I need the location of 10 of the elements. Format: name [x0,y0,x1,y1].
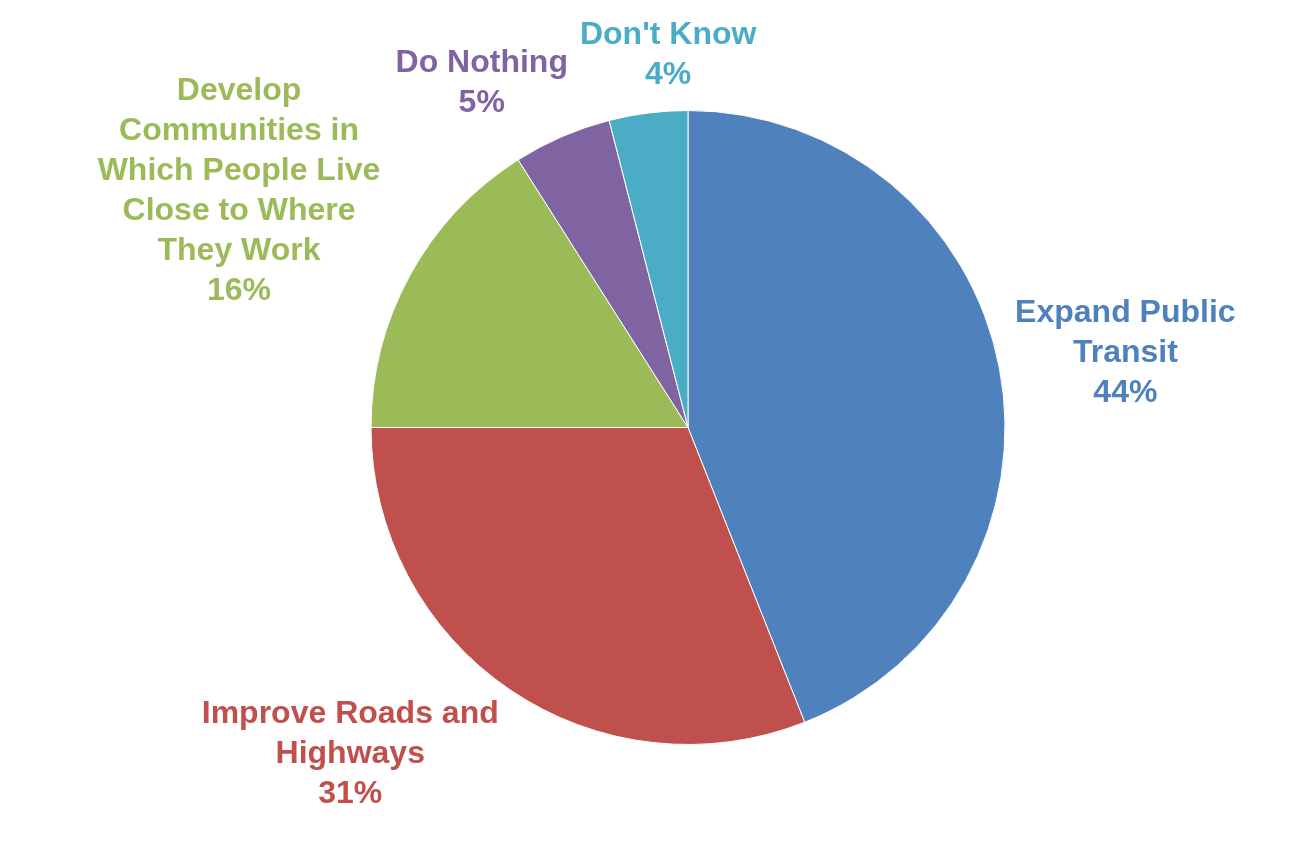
slice-label: Expand Public Transit [1015,293,1236,370]
data-label: 44% [1093,373,1158,410]
data-label: 5% [458,83,505,120]
slice-label: Don't Know [579,15,757,52]
data-label: 31% [318,774,383,811]
slice-label: Improve Roads and Highways [201,694,499,771]
data-label: 16% [206,270,272,307]
data-label: 4% [645,55,692,92]
slice-label: Develop Communities in Which People Live Close to Where They Work [97,70,381,267]
slice-label: Do Nothing [395,43,568,80]
